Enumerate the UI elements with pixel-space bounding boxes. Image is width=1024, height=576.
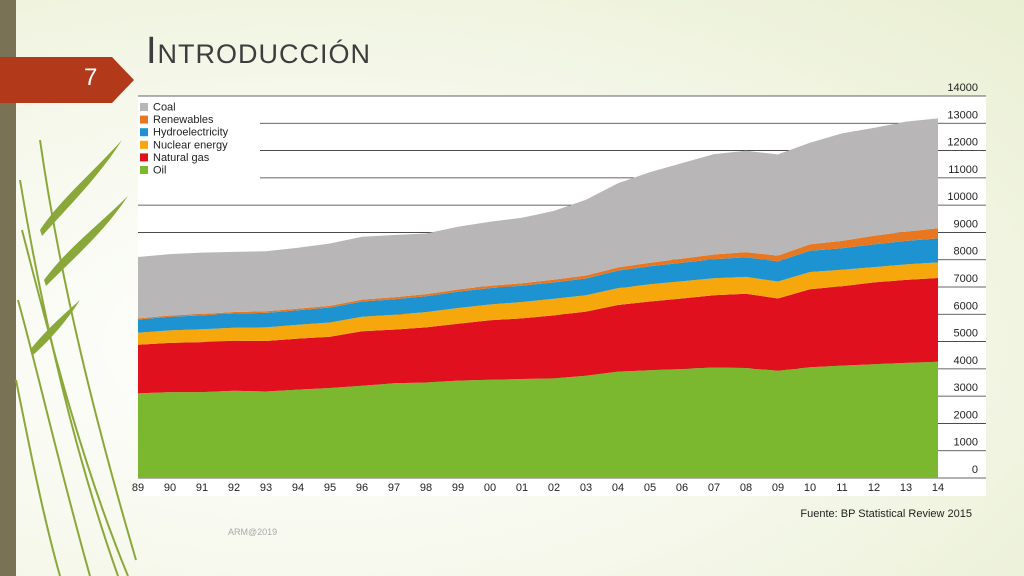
legend-label: Nuclear energy — [153, 139, 228, 151]
x-tick-label: 14 — [932, 482, 944, 494]
stacked-areas — [138, 118, 938, 478]
area-hydroelectricity — [138, 238, 938, 333]
x-tick-label: 95 — [324, 482, 336, 494]
x-tick-label: 99 — [452, 482, 464, 494]
y-tick-label: 3000 — [954, 382, 978, 394]
decorative-leaves — [15, 139, 137, 576]
x-tick-label: 08 — [740, 482, 752, 494]
legend-swatch — [140, 115, 148, 124]
y-tick-label: 0 — [972, 464, 978, 476]
x-tick-label: 93 — [260, 482, 272, 494]
y-tick-label: 11000 — [948, 164, 978, 176]
axis-background — [938, 96, 986, 496]
y-tick-label: 2000 — [954, 409, 978, 421]
page-number: 7 — [84, 64, 98, 91]
x-tick-label: 89 — [132, 482, 144, 494]
x-tick-label: 00 — [484, 482, 496, 494]
x-tick-label: 03 — [580, 482, 592, 494]
x-tick-label: 13 — [900, 482, 912, 494]
legend-swatch — [140, 103, 148, 111]
x-tick-label: 12 — [868, 482, 880, 494]
page-number-badge — [0, 57, 134, 103]
x-axis-band — [138, 478, 986, 496]
y-axis-ticks: 0 1000 2000 3000 4000 5000 6000 7000 8000 9000 100… — [947, 82, 978, 476]
legend-label: Oil — [153, 165, 166, 177]
x-tick-label: 96 — [356, 482, 368, 494]
x-tick-label: 10 — [804, 482, 816, 494]
x-tick-label: 92 — [228, 482, 240, 494]
x-tick-label: 97 — [388, 482, 400, 494]
legend-swatch — [140, 140, 148, 149]
y-tick-label: 10000 — [947, 191, 978, 203]
x-tick-label: 90 — [164, 482, 176, 494]
legend-swatch — [140, 166, 148, 174]
x-tick-label: 01 — [516, 482, 528, 494]
y-tick-label: 4000 — [954, 355, 978, 367]
x-tick-label: 07 — [708, 482, 720, 494]
legend-label: Natural gas — [153, 152, 210, 164]
y-tick-label: 6000 — [954, 300, 978, 312]
source-citation: Fuente: BP Statistical Review 2015 — [800, 508, 972, 520]
y-tick-label: 14000 — [947, 82, 978, 94]
x-tick-label: 02 — [548, 482, 560, 494]
y-tick-label: 12000 — [947, 137, 978, 149]
x-axis-ticks: 89 90 91 92 93 94 95 96 97 98 99 00 01 02 03 04 05 06 07 08… — [132, 482, 944, 494]
legend-swatch — [140, 153, 148, 162]
x-tick-label: 09 — [772, 482, 784, 494]
x-tick-label: 94 — [292, 482, 304, 494]
area-oil — [138, 361, 938, 478]
y-tick-label: 5000 — [954, 328, 978, 340]
slide-title: Introducción — [146, 30, 372, 72]
y-tick-label: 9000 — [954, 218, 978, 230]
legend-swatch — [140, 128, 148, 137]
legend-background — [138, 97, 260, 179]
footer-text: ARM@2019 — [228, 527, 278, 537]
x-tick-label: 91 — [196, 482, 208, 494]
y-tick-label: 7000 — [954, 273, 978, 285]
area-natural-gas — [138, 278, 938, 394]
legend-label: Renewables — [153, 114, 214, 126]
y-tick-label: 13000 — [947, 109, 978, 121]
x-tick-label: 06 — [676, 482, 688, 494]
legend-label: Coal — [153, 102, 176, 114]
area-nuclear-energy — [138, 262, 938, 345]
y-tick-label: 8000 — [954, 246, 978, 258]
x-tick-label: 04 — [612, 482, 624, 494]
x-tick-label: 11 — [836, 482, 847, 494]
left-accent-bar — [0, 0, 16, 576]
area-coal — [138, 118, 938, 319]
y-tick-label: 1000 — [954, 437, 978, 449]
x-tick-label: 05 — [644, 482, 656, 494]
x-tick-label: 98 — [420, 482, 432, 494]
legend-label: Hydroelectricity — [153, 127, 229, 139]
